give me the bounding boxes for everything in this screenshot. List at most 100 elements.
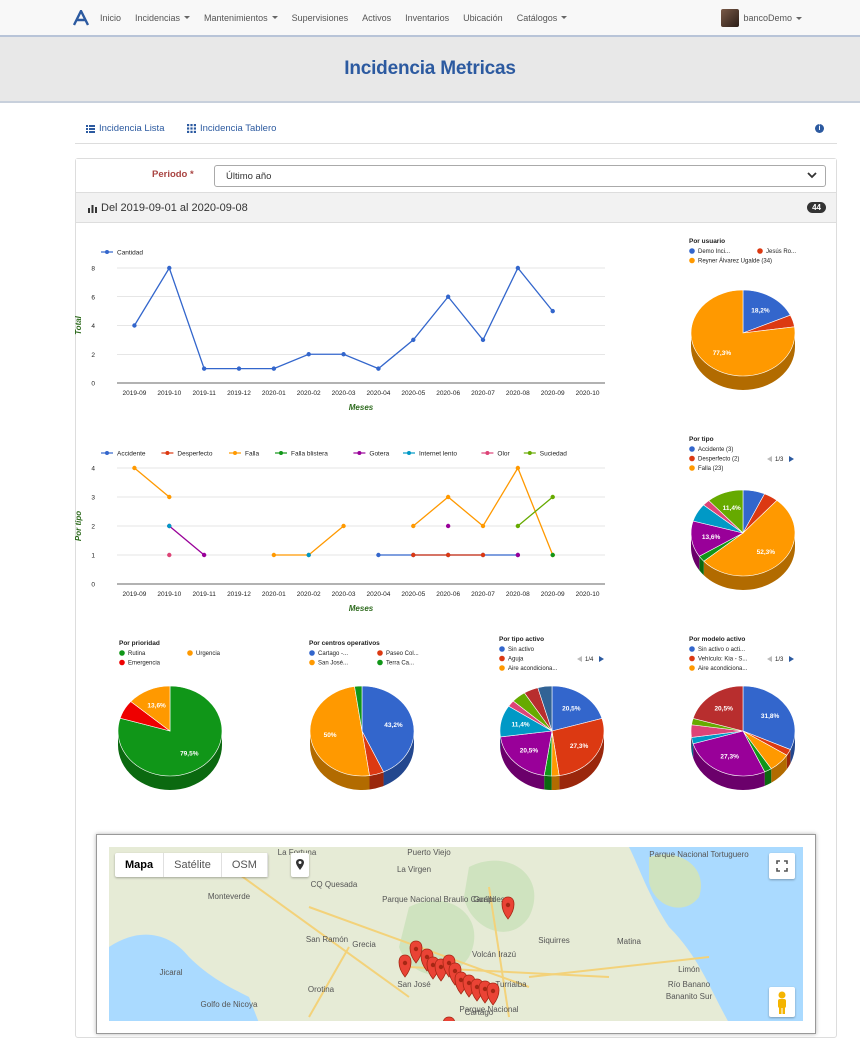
legend-label: Emergencia bbox=[128, 661, 161, 667]
data-point bbox=[516, 266, 520, 270]
map-type-mapa[interactable]: Mapa bbox=[115, 853, 164, 877]
pie-slice-label: 20,5% bbox=[714, 706, 733, 713]
legend-dot bbox=[499, 656, 505, 662]
map-marker-dot bbox=[506, 903, 510, 907]
pie-title: Por centros operativos bbox=[309, 640, 380, 647]
pager-prev-icon bbox=[577, 656, 582, 662]
map-type-osm[interactable]: OSM bbox=[222, 853, 268, 877]
series-line bbox=[274, 526, 344, 555]
y-tick-label: 8 bbox=[91, 266, 95, 273]
data-point bbox=[446, 553, 450, 557]
map-place-label: Golfo de Nicoya bbox=[201, 1000, 258, 1009]
location-pin-icon bbox=[291, 853, 309, 877]
series-line bbox=[134, 468, 169, 497]
x-tick-label: 2020-08 bbox=[506, 390, 530, 397]
pie-slice-label: 27,3% bbox=[720, 753, 739, 760]
location-pin-button[interactable] bbox=[291, 853, 309, 877]
legend-dot bbox=[309, 650, 315, 656]
legend-label: Desperfecto (2) bbox=[698, 457, 739, 463]
legend-marker bbox=[233, 451, 237, 455]
map-marker-dot bbox=[453, 969, 457, 973]
map-marker-dot bbox=[483, 987, 487, 991]
map-place-label: Jicaral bbox=[159, 968, 182, 977]
x-tick-label: 2020-10 bbox=[576, 591, 600, 598]
pie-slice-label: 13,6% bbox=[147, 703, 166, 710]
legend-dot bbox=[499, 646, 505, 652]
map-place-label: La Virgen bbox=[397, 865, 431, 874]
series-line bbox=[413, 468, 552, 555]
legend-marker bbox=[105, 250, 109, 254]
series-line bbox=[169, 526, 204, 555]
map-place-label: Río Banano bbox=[668, 980, 711, 989]
legend-dot bbox=[119, 660, 125, 666]
y-tick-label: 1 bbox=[91, 553, 95, 560]
map-place-label: Parque Nacional bbox=[459, 1005, 518, 1014]
x-tick-label: 2019-09 bbox=[122, 591, 146, 598]
data-point bbox=[376, 553, 380, 557]
x-tick-label: 2020-02 bbox=[297, 390, 321, 397]
pie-slice-side bbox=[544, 775, 551, 790]
legend-dot bbox=[689, 656, 695, 662]
data-point bbox=[516, 553, 520, 557]
map-type-satélite[interactable]: Satélite bbox=[164, 853, 222, 877]
fullscreen-button[interactable] bbox=[769, 853, 795, 879]
legend-label: Internet lento bbox=[419, 451, 457, 458]
legend-label: Aire acondiciona... bbox=[698, 666, 748, 672]
legend-dot bbox=[377, 660, 383, 666]
y-tick-label: 6 bbox=[91, 294, 95, 301]
data-point bbox=[341, 524, 345, 528]
y-tick-label: 3 bbox=[91, 495, 95, 502]
legend-label: Falla (23) bbox=[698, 466, 723, 472]
map-place-label: Volcán Irazú bbox=[472, 950, 516, 959]
legend-dot bbox=[119, 650, 125, 656]
data-point bbox=[551, 495, 555, 499]
legend-dot bbox=[309, 660, 315, 666]
data-point bbox=[202, 366, 206, 370]
legend-dot bbox=[689, 446, 695, 452]
data-point bbox=[411, 338, 415, 342]
data-point bbox=[411, 524, 415, 528]
x-tick-label: 2020-05 bbox=[401, 390, 425, 397]
x-tick-label: 2020-02 bbox=[297, 591, 321, 598]
legend-dot bbox=[499, 665, 505, 671]
data-point bbox=[202, 553, 206, 557]
legend-dot bbox=[689, 665, 695, 671]
y-tick-label: 2 bbox=[91, 524, 95, 531]
map-marker-dot bbox=[467, 981, 471, 985]
data-point bbox=[132, 323, 136, 327]
map-marker-dot bbox=[414, 947, 418, 951]
pie-title: Por prioridad bbox=[119, 640, 160, 647]
street-view-pegman-button[interactable] bbox=[769, 987, 795, 1017]
data-point bbox=[167, 495, 171, 499]
legend-marker bbox=[165, 451, 169, 455]
legend-label: Terra Ca... bbox=[386, 661, 414, 667]
data-point bbox=[551, 553, 555, 557]
pie-slice-label: 31,8% bbox=[761, 713, 780, 720]
x-tick-label: 2020-04 bbox=[366, 591, 390, 598]
data-point bbox=[516, 524, 520, 528]
x-tick-label: 2020-10 bbox=[576, 390, 600, 397]
legend-label: San José... bbox=[318, 661, 348, 667]
legend-label: Accidente bbox=[117, 451, 146, 458]
data-point bbox=[167, 266, 171, 270]
map-place-label: Parque Nacional Tortuguero bbox=[649, 850, 749, 859]
map-marker-dot bbox=[491, 989, 495, 993]
x-tick-label: 2019-09 bbox=[122, 390, 146, 397]
data-point bbox=[167, 524, 171, 528]
x-tick-label: 2020-07 bbox=[471, 591, 495, 598]
x-tick-label: 2019-10 bbox=[157, 591, 181, 598]
legend-label: Gotera bbox=[369, 451, 389, 458]
pie-title: Por tipo activo bbox=[499, 636, 544, 643]
data-point bbox=[272, 553, 276, 557]
data-point bbox=[307, 352, 311, 356]
pie-title: Por tipo bbox=[689, 436, 714, 443]
data-point bbox=[446, 495, 450, 499]
data-point bbox=[481, 338, 485, 342]
map-place-label: Monteverde bbox=[208, 892, 251, 901]
pie-slice-label: 20,5% bbox=[520, 748, 539, 755]
legend-dot bbox=[689, 248, 695, 254]
map-marker-dot bbox=[439, 965, 443, 969]
legend-label: Cantidad bbox=[117, 250, 143, 257]
